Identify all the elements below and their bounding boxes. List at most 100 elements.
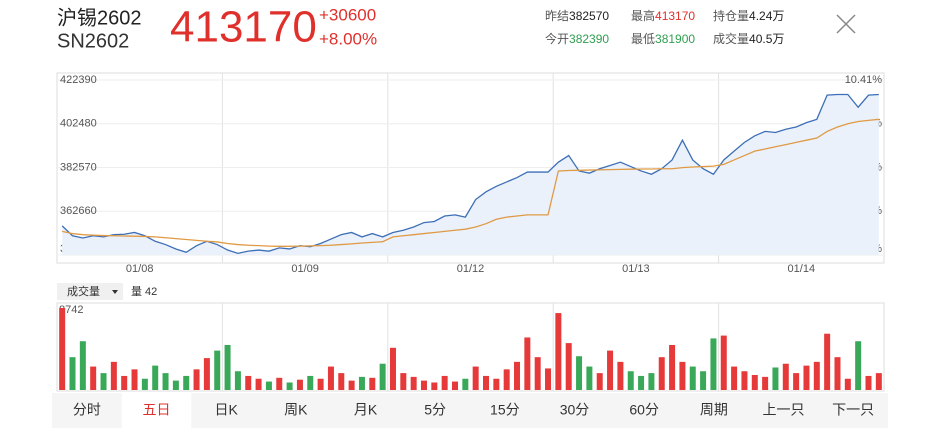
stat-value: 382390 [569, 32, 609, 46]
volume-bar [762, 376, 769, 390]
volume-bar [555, 313, 562, 390]
volume-bar [131, 369, 138, 390]
selector-box[interactable] [57, 283, 123, 300]
stat-label: 成交量 [713, 31, 749, 46]
stat: 持仓量4.24万 [713, 8, 784, 23]
tab[interactable]: 周期 [700, 402, 728, 418]
volume-bar [348, 380, 355, 390]
code: SN2602 [57, 30, 129, 52]
volume-bar [669, 344, 676, 390]
stat-label: 持仓量 [713, 8, 749, 23]
close-button[interactable] [836, 14, 856, 34]
dropdown-arrow [112, 290, 118, 294]
volume-bar [658, 357, 665, 390]
change-pct: +8.00% [319, 29, 377, 48]
volume-bar [534, 357, 541, 390]
volume-bar [782, 363, 789, 390]
stat: 最低381900 [631, 32, 695, 46]
tab[interactable]: 15分 [490, 402, 520, 418]
volume-bar [493, 378, 500, 390]
x-tick-label: 01/09 [291, 263, 319, 275]
volume-bar [565, 343, 572, 390]
tab[interactable]: 60分 [629, 402, 659, 418]
stat-label: 最高 [631, 8, 655, 23]
stat-label: 最低 [631, 32, 655, 46]
volume-bar [793, 373, 800, 390]
volume-bar [586, 366, 593, 390]
line-price [61, 93, 879, 255]
stat-value: 413170 [655, 9, 695, 23]
y2-tick-label: 10.41% [845, 74, 883, 86]
tab[interactable]: 日K [214, 402, 238, 418]
volume-bar [462, 378, 469, 390]
volume-bar [410, 376, 417, 390]
volume-bar [338, 373, 345, 390]
volume-bar [224, 344, 231, 390]
y-tick-label: 382570 [60, 161, 97, 173]
volume-bar [731, 366, 738, 390]
volume-bar [327, 366, 334, 390]
volume-bar [803, 365, 810, 390]
tab[interactable]: 下一只 [832, 402, 874, 418]
volume-bar [472, 366, 479, 390]
volume-bar [203, 358, 210, 390]
volume-bar [183, 375, 190, 390]
change: +30600 [319, 5, 376, 24]
volume-bar [245, 375, 252, 390]
tab[interactable]: 分时 [73, 402, 101, 418]
volume-bar [420, 380, 427, 390]
volume-bar [648, 373, 655, 390]
x-tick-label: 01/13 [622, 263, 650, 275]
volume-bar [741, 371, 748, 390]
tab[interactable]: 五日 [143, 402, 171, 418]
volume-bar [307, 375, 314, 390]
volume-bar [751, 374, 758, 390]
volume-bar [100, 373, 107, 390]
price-area [62, 94, 879, 255]
volume-bar [679, 361, 686, 390]
volume-bar [813, 361, 820, 390]
stat: 最高413170 [631, 8, 695, 23]
x-tick-label: 01/14 [788, 263, 816, 275]
tab[interactable]: 5分 [424, 402, 446, 418]
tab[interactable]: 周K [284, 402, 308, 418]
volume-bar [162, 373, 169, 390]
volume-bar [110, 361, 117, 390]
volume-bar [317, 378, 324, 390]
y-tick-label: 402480 [60, 118, 97, 130]
stat: 成交量40.5万 [713, 31, 784, 46]
stat-value: 4.24万 [749, 9, 784, 23]
volume-bar [59, 308, 66, 390]
volume-bar [824, 333, 831, 390]
tab[interactable]: 30分 [560, 402, 590, 418]
volume-bar [255, 378, 262, 390]
volume-bar [855, 341, 862, 390]
volume-bar [172, 380, 179, 390]
volume-bar [865, 375, 872, 390]
volume-bar [90, 366, 97, 390]
volume-bar [576, 356, 583, 390]
volume-bar [69, 357, 76, 390]
volume-frame [56, 302, 885, 392]
stat-value: 40.5万 [749, 32, 784, 46]
name: 沪锡2602 [57, 6, 142, 29]
stat: 今开382390 [545, 31, 609, 46]
tab[interactable]: 上一只 [763, 402, 805, 418]
x-tick-label: 01/12 [457, 263, 485, 275]
price: 413170 [170, 3, 317, 52]
volume-bar [152, 365, 159, 390]
volume-bar [503, 369, 510, 390]
y-tick-label: 422390 [60, 74, 97, 86]
volume-bar [514, 361, 521, 390]
volume-bar [400, 373, 407, 390]
volume-bar [121, 375, 128, 390]
volume-bar [700, 371, 707, 390]
volume-bar [431, 382, 438, 390]
selector[interactable]: 成交量 [67, 284, 100, 298]
close-x [836, 14, 856, 34]
volume-bar [596, 373, 603, 390]
tab-selected[interactable] [121, 393, 192, 428]
tab[interactable]: 月K [354, 402, 378, 418]
volume-bar [193, 369, 200, 390]
